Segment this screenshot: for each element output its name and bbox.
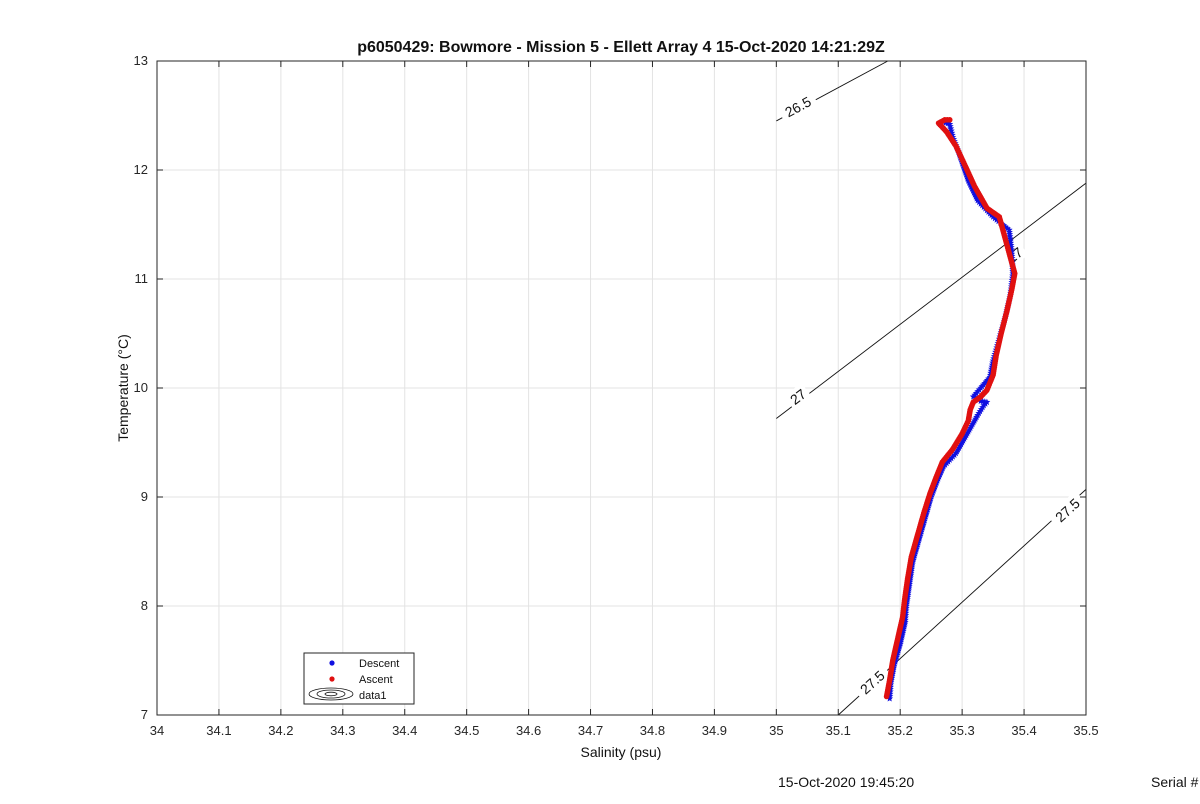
y-tick-label: 9 (141, 489, 148, 504)
descent-point (946, 120, 954, 128)
legend-ascent-marker (329, 676, 335, 682)
footer-serial: Serial # (1151, 774, 1199, 790)
x-tick-label: 34.7 (578, 723, 603, 738)
y-tick-label: 12 (134, 162, 148, 177)
contour-label-bg (777, 89, 819, 123)
x-tick-label: 35.2 (888, 723, 913, 738)
x-axis-label: Salinity (psu) (581, 744, 662, 760)
contour-label-bg (783, 382, 812, 410)
descent-series (886, 118, 1017, 702)
legend-ascent-label: Ascent (359, 674, 393, 686)
x-tick-label: 34.8 (640, 723, 665, 738)
ascent-point (946, 117, 953, 123)
x-tick-label: 34.9 (702, 723, 727, 738)
contour-line (776, 182, 1087, 419)
chart-title: p6050429: Bowmore - Mission 5 - Ellett A… (357, 39, 885, 56)
contour-label-bg (1047, 490, 1087, 529)
contour-label-bg (852, 662, 892, 702)
y-axis-label: Temperature (°C) (115, 334, 131, 442)
y-axis-ticks: 7 8 9 10 11 12 13 (134, 53, 1086, 722)
descent-point (944, 119, 952, 127)
x-tick-label: 34.4 (392, 723, 417, 738)
x-tick-label: 34 (150, 723, 164, 738)
x-tick-label: 34.1 (206, 723, 231, 738)
descent-point (1006, 228, 1013, 236)
x-tick-label: 35.4 (1011, 723, 1036, 738)
x-tick-label: 35.1 (826, 723, 851, 738)
x-tick-label: 35.3 (949, 723, 974, 738)
contour-label: 27.5 (1047, 490, 1087, 529)
grid-lines (157, 61, 1086, 715)
x-tick-label: 35.5 (1073, 723, 1098, 738)
descent-point (886, 695, 894, 702)
x-axis-ticks: 34 34.1 34.2 34.3 34.4 34.5 34.6 34.7 34.8 34.9 35… (150, 61, 1099, 738)
contour-label: 27 (783, 382, 812, 410)
descent-point (1006, 230, 1014, 238)
legend-descent-marker (329, 660, 335, 666)
y-tick-label: 10 (134, 380, 148, 395)
ascent-series (883, 117, 1018, 700)
legend: Descent Ascent data1 (303, 652, 415, 705)
x-tick-label: 34.3 (330, 723, 355, 738)
contour-label-bg (1000, 241, 1029, 269)
descent-point (1006, 232, 1014, 240)
y-tick-label: 13 (134, 53, 148, 68)
x-tick-label: 34.6 (516, 723, 541, 738)
descent-point (1006, 235, 1014, 242)
y-tick-label: 7 (141, 707, 148, 722)
x-tick-label: 34.5 (454, 723, 479, 738)
footer-timestamp: 15-Oct-2020 19:45:20 (778, 774, 915, 790)
x-tick-label: 35 (769, 723, 783, 738)
descent-point (991, 214, 999, 222)
descent-point (1005, 226, 1013, 233)
legend-descent-label: Descent (359, 658, 399, 670)
contour-label: 26.5 (777, 89, 819, 123)
contour-icon (308, 687, 354, 701)
legend-data1-label: data1 (359, 690, 387, 702)
descent-point (977, 397, 985, 404)
y-tick-label: 11 (135, 271, 149, 286)
y-tick-label: 8 (141, 598, 148, 613)
legend-box (303, 652, 415, 705)
x-tick-label: 34.2 (268, 723, 293, 738)
